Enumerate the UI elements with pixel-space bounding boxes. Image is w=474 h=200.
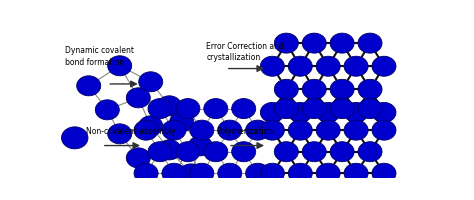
Text: Error Correction and
crystallization: Error Correction and crystallization	[207, 42, 284, 62]
Ellipse shape	[204, 99, 228, 119]
Ellipse shape	[162, 163, 186, 183]
Ellipse shape	[358, 80, 382, 100]
Ellipse shape	[218, 121, 242, 140]
Ellipse shape	[330, 99, 354, 119]
Ellipse shape	[358, 99, 382, 119]
Ellipse shape	[134, 163, 158, 183]
Ellipse shape	[344, 121, 368, 140]
Ellipse shape	[274, 80, 298, 100]
Ellipse shape	[316, 121, 340, 140]
Ellipse shape	[302, 34, 326, 54]
Ellipse shape	[126, 148, 150, 168]
Ellipse shape	[260, 57, 284, 77]
Ellipse shape	[372, 163, 396, 183]
Ellipse shape	[316, 163, 340, 183]
Ellipse shape	[134, 121, 158, 140]
Ellipse shape	[139, 72, 163, 92]
Ellipse shape	[358, 142, 382, 162]
Ellipse shape	[188, 136, 212, 156]
Text: Non-covalent assembly: Non-covalent assembly	[86, 126, 176, 135]
Ellipse shape	[170, 112, 194, 132]
Ellipse shape	[288, 121, 312, 140]
Ellipse shape	[372, 57, 396, 77]
Ellipse shape	[162, 121, 186, 140]
Ellipse shape	[190, 163, 214, 183]
Ellipse shape	[274, 142, 298, 162]
Ellipse shape	[344, 57, 368, 77]
Ellipse shape	[274, 34, 298, 54]
Ellipse shape	[108, 124, 132, 144]
Ellipse shape	[139, 116, 163, 136]
Ellipse shape	[316, 57, 340, 77]
Ellipse shape	[260, 103, 284, 123]
Ellipse shape	[372, 121, 396, 140]
Ellipse shape	[246, 121, 270, 140]
Ellipse shape	[288, 103, 312, 123]
Text: Polymerization: Polymerization	[216, 126, 273, 135]
Ellipse shape	[358, 34, 382, 54]
Ellipse shape	[157, 96, 182, 116]
Ellipse shape	[176, 99, 200, 119]
Ellipse shape	[316, 103, 340, 123]
Ellipse shape	[95, 100, 119, 120]
Ellipse shape	[274, 99, 298, 119]
Ellipse shape	[218, 163, 242, 183]
Ellipse shape	[330, 80, 354, 100]
Ellipse shape	[232, 99, 255, 119]
Ellipse shape	[288, 163, 312, 183]
Ellipse shape	[344, 103, 368, 123]
Ellipse shape	[148, 142, 172, 162]
Ellipse shape	[246, 163, 270, 183]
Ellipse shape	[260, 121, 284, 140]
Ellipse shape	[302, 142, 326, 162]
Ellipse shape	[330, 142, 354, 162]
Ellipse shape	[157, 140, 182, 160]
Ellipse shape	[260, 163, 284, 183]
Ellipse shape	[302, 99, 326, 119]
Ellipse shape	[176, 142, 200, 162]
Ellipse shape	[77, 76, 100, 96]
Ellipse shape	[372, 103, 396, 123]
Ellipse shape	[148, 99, 172, 119]
Ellipse shape	[108, 56, 132, 76]
Ellipse shape	[288, 57, 312, 77]
Ellipse shape	[62, 127, 88, 149]
Text: Dynamic covalent
bond formation: Dynamic covalent bond formation	[65, 46, 135, 66]
Ellipse shape	[204, 142, 228, 162]
Ellipse shape	[126, 88, 150, 108]
Ellipse shape	[232, 142, 255, 162]
Ellipse shape	[330, 34, 354, 54]
Ellipse shape	[190, 121, 214, 140]
Ellipse shape	[302, 80, 326, 100]
Ellipse shape	[179, 164, 203, 184]
Ellipse shape	[344, 163, 368, 183]
